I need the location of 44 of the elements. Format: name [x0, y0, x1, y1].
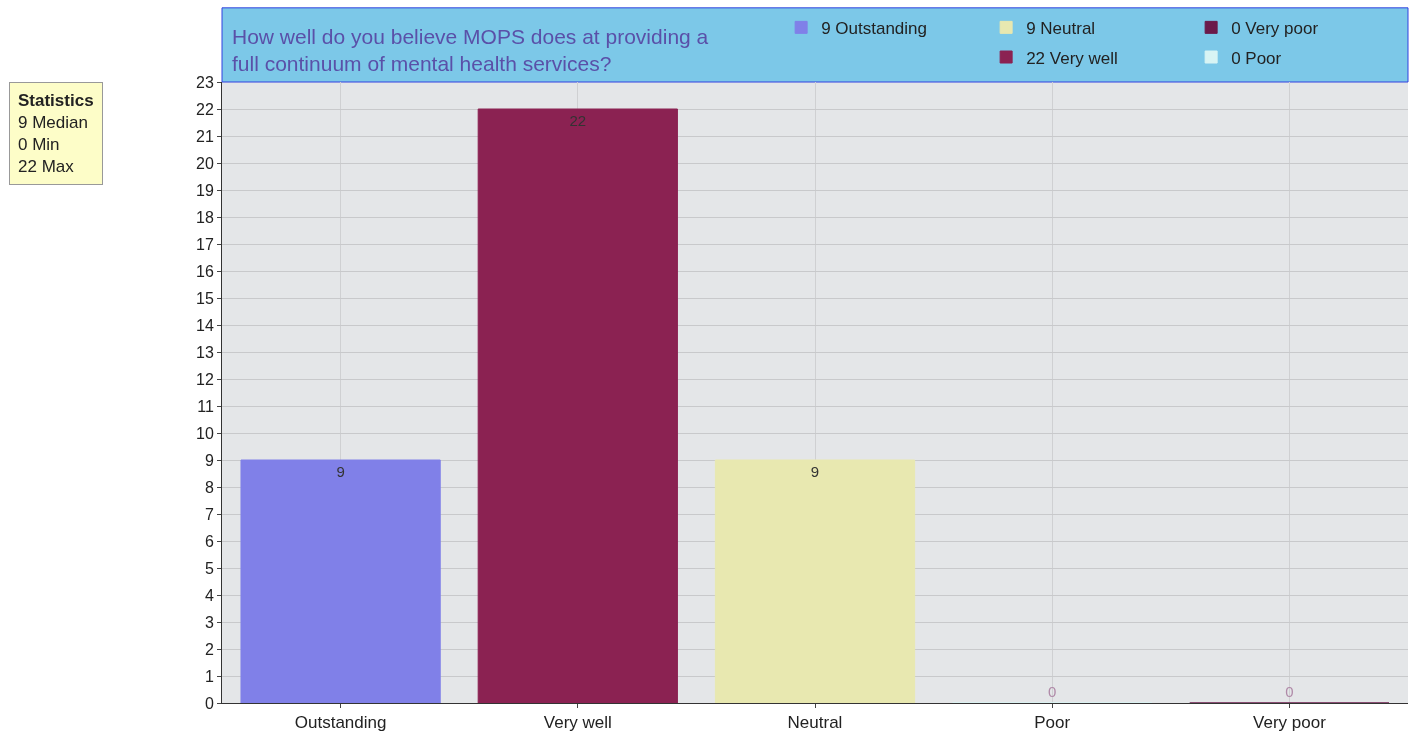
y-tick-label: 0 — [204, 694, 214, 712]
y-tick-label: 23 — [196, 73, 214, 91]
text: 22 Max — [18, 157, 75, 177]
legend-label: 0 Very poor — [1231, 18, 1319, 38]
y-tick-label: 21 — [196, 127, 214, 145]
y-tick-label: 14 — [196, 316, 214, 334]
text: Statistics — [18, 91, 94, 110]
x-tick-label: Very poor — [1253, 713, 1327, 733]
data-label: 0 — [1285, 683, 1294, 700]
data-label: 9 — [810, 463, 820, 480]
x-tick-label: Neutral — [787, 713, 843, 733]
y-tick-label: 6 — [204, 532, 214, 550]
x-tick-label: Very well — [543, 713, 612, 733]
y-tick-label: 18 — [196, 208, 214, 226]
data-label: 22 — [569, 112, 587, 129]
y-tick-label: 17 — [196, 235, 214, 253]
text: 9 Median — [18, 113, 88, 133]
y-tick-label: 8 — [204, 478, 214, 496]
y-tick-label: 9 — [204, 451, 214, 469]
y-tick-label: 13 — [196, 343, 214, 361]
text: 0 Min — [18, 135, 60, 155]
y-tick-label: 10 — [196, 424, 214, 442]
y-tick-label: 1 — [204, 667, 214, 685]
legend-label: 9 Neutral — [1026, 18, 1096, 38]
x-tick-label: Poor — [1034, 713, 1071, 733]
y-tick-label: 15 — [196, 289, 214, 307]
legend-label: 9 Outstanding — [821, 18, 927, 38]
y-tick-label: 4 — [204, 586, 214, 604]
x-tick-label: Outstanding — [294, 713, 387, 733]
y-tick-label: 16 — [196, 262, 214, 280]
y-tick-label: 5 — [204, 559, 214, 577]
legend-label: 22 Very well — [1026, 48, 1118, 68]
y-tick-label: 20 — [196, 154, 214, 172]
data-label: 0 — [1048, 683, 1057, 700]
y-tick-label: 12 — [196, 370, 214, 388]
y-tick-label: 2 — [204, 640, 214, 658]
data-label: 9 — [336, 463, 345, 480]
y-tick-label: 11 — [197, 397, 214, 415]
y-tick-label: 3 — [204, 613, 214, 631]
y-tick-label: 22 — [196, 100, 214, 118]
y-tick-label: 7 — [204, 505, 214, 523]
y-tick-label: 19 — [196, 181, 214, 199]
chart-title: How well do you believe MOPS does at providing a full continuum of mental health services? — [232, 25, 709, 76]
legend-label: 0 Poor — [1231, 48, 1282, 68]
